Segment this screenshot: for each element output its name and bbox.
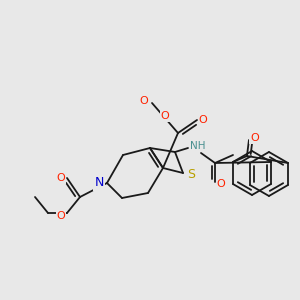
Text: O: O <box>140 96 148 106</box>
Text: O: O <box>57 211 65 221</box>
Text: N: N <box>94 176 104 190</box>
Text: NH: NH <box>190 141 206 151</box>
Text: O: O <box>57 173 65 183</box>
Text: S: S <box>187 169 195 182</box>
Text: O: O <box>160 111 169 121</box>
Text: O: O <box>250 133 259 143</box>
Text: O: O <box>217 179 225 189</box>
Text: O: O <box>199 115 207 125</box>
